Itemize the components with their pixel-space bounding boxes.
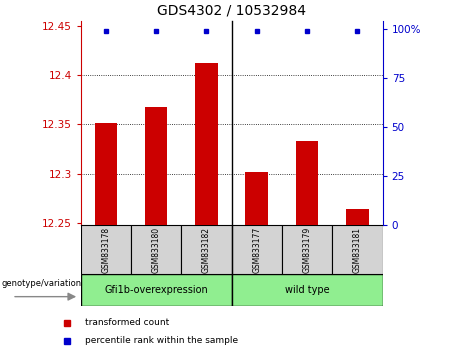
Bar [346,209,369,225]
Bar [145,107,167,225]
Bar [131,225,181,274]
Bar [282,225,332,274]
Bar [181,225,231,274]
Text: transformed count: transformed count [85,318,169,327]
Title: GDS4302 / 10532984: GDS4302 / 10532984 [157,3,306,17]
Bar [95,122,117,225]
Text: GSM833179: GSM833179 [302,227,312,273]
Bar [231,225,282,274]
Bar [195,63,218,225]
Text: wild type: wild type [285,285,330,295]
Text: GSM833178: GSM833178 [101,227,110,273]
Text: percentile rank within the sample: percentile rank within the sample [85,336,238,345]
Text: genotype/variation: genotype/variation [1,279,82,288]
Text: Gfi1b-overexpression: Gfi1b-overexpression [104,285,208,295]
Text: GSM833180: GSM833180 [152,227,161,273]
Bar [231,274,383,306]
Bar [81,225,131,274]
Bar [296,141,319,225]
Bar [246,172,268,225]
Bar [332,225,383,274]
Bar [81,274,231,306]
Text: GSM833177: GSM833177 [252,227,261,273]
Text: GSM833182: GSM833182 [202,227,211,273]
Text: GSM833181: GSM833181 [353,227,362,273]
